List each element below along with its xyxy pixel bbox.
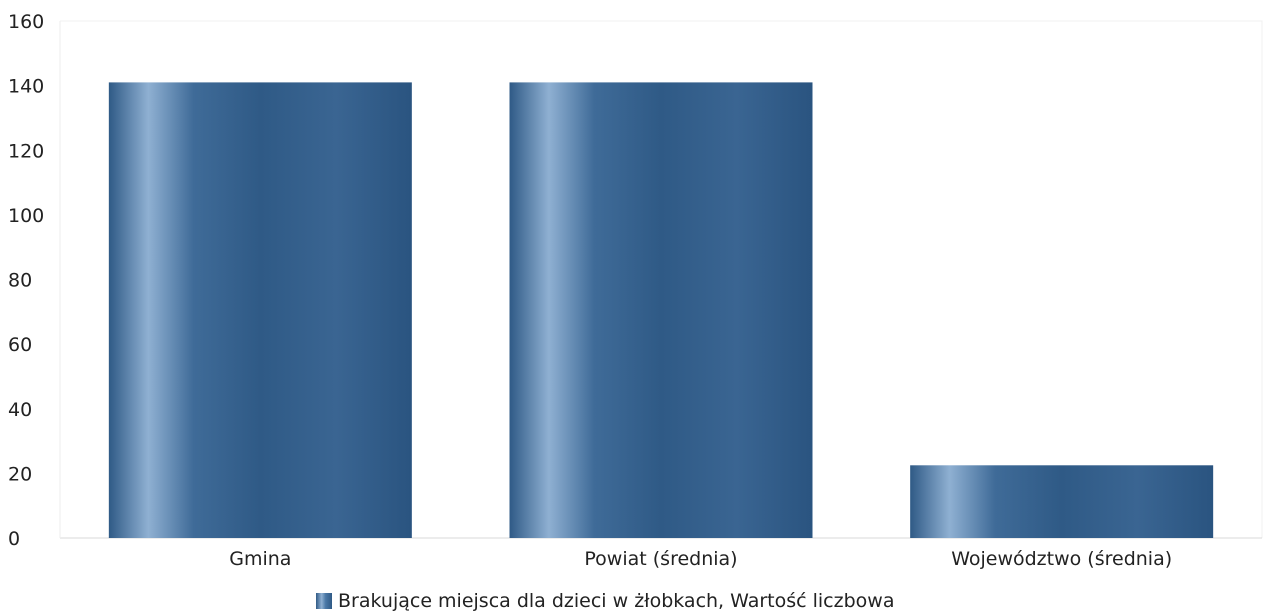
y-tick-label: 100: [8, 205, 44, 227]
legend-swatch: [316, 593, 332, 609]
y-tick-label: 40: [8, 399, 32, 421]
bar-0: [108, 82, 412, 539]
y-tick-label: 20: [8, 463, 32, 485]
y-tick-label: 80: [8, 270, 32, 292]
plot-frame: [60, 20, 1263, 538]
y-tick-label: 0: [8, 528, 20, 550]
x-category-label: Województwo (średnia): [951, 548, 1172, 570]
y-tick-label: 160: [8, 11, 44, 33]
y-tick-label: 140: [8, 76, 44, 98]
y-tick-label: 60: [8, 334, 32, 356]
bar-1: [509, 82, 813, 539]
axis-labels: 0 20 40 60 80 100 120 140 160 Gmina Powiat (średni…: [8, 11, 1172, 570]
x-category-label: Gmina: [229, 548, 291, 570]
bar-chart: 0 20 40 60 80 100 120 140 160 Gmina Powiat (średni…: [8, 11, 1263, 570]
bars: [108, 82, 1214, 539]
legend-label: Brakujące miejsca dla dzieci w żłobkach,…: [338, 590, 895, 612]
bar-2: [910, 465, 1214, 538]
legend: Brakujące miejsca dla dzieci w żłobkach,…: [316, 588, 894, 614]
x-category-label: Powiat (średnia): [584, 548, 737, 570]
y-tick-label: 120: [8, 140, 44, 162]
